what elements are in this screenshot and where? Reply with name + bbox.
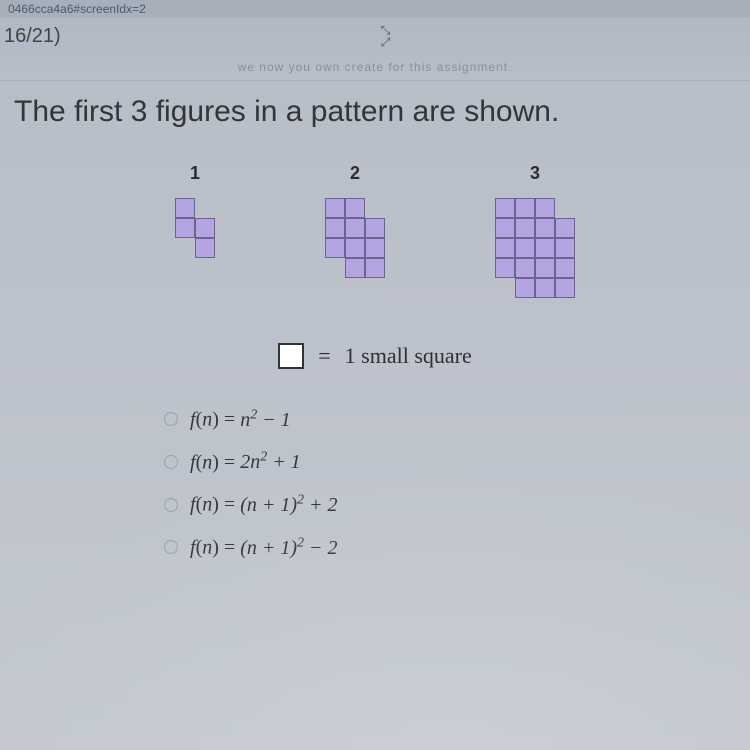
truncated-banner: we now you own create for this assignmen… [0,58,750,81]
grid-cell [555,278,575,298]
radio-icon[interactable] [164,455,178,469]
grid-cell [345,258,365,278]
grid-cell [515,198,535,218]
grid-cell [535,218,555,238]
legend-square-icon [278,343,304,369]
grid-cell [365,238,385,258]
answer-options: f(n) = n2 − 1 f(n) = 2n2 + 1 f(n) = (n +… [14,407,736,560]
grid-cell [555,258,575,278]
grid-cell [535,238,555,258]
grid-cell [175,198,195,218]
grid-cell [195,218,215,238]
expand-icon[interactable]: ⤡⤢ [381,24,393,48]
grid-cell [325,218,345,238]
radio-icon[interactable] [164,412,178,426]
question-content: The first 3 figures in a pattern are sho… [0,95,750,560]
grid-cell [535,258,555,278]
grid-cell [345,238,365,258]
grid-spacer [195,198,215,218]
radio-icon[interactable] [164,540,178,554]
figure-3-grid [495,198,575,298]
figure-1: 1 [175,163,215,303]
topbar: 16/21) ⤡⤢ [0,18,750,58]
grid-cell [515,218,535,238]
grid-cell [345,218,365,238]
figure-1-grid [175,198,215,258]
grid-spacer [555,198,575,218]
grid-cell [555,238,575,258]
option-a-formula: f(n) = n2 − 1 [190,407,291,432]
grid-cell [515,278,535,298]
grid-cell [535,278,555,298]
figure-3: 3 [495,163,575,303]
grid-cell [495,258,515,278]
figure-2: 2 [325,163,385,303]
grid-cell [515,238,535,258]
browser-url-fragment: 0466cca4a6#screenIdx=2 [0,0,750,18]
grid-cell [495,218,515,238]
grid-cell [555,218,575,238]
grid-cell [515,258,535,278]
grid-spacer [495,278,515,298]
figure-3-label: 3 [495,163,575,184]
option-b-formula: f(n) = 2n2 + 1 [190,450,301,475]
legend: = 1 small square [14,343,736,369]
figure-2-label: 2 [325,163,385,184]
figure-2-grid [325,198,385,278]
grid-cell [365,258,385,278]
grid-cell [535,198,555,218]
legend-text: 1 small square [345,343,472,369]
figures-row: 1 2 3 [14,163,736,303]
option-c-formula: f(n) = (n + 1)2 + 2 [190,492,338,517]
grid-spacer [175,238,195,258]
option-d-formula: f(n) = (n + 1)2 − 2 [190,535,338,560]
grid-cell [175,218,195,238]
progress-counter: 16/21) [0,25,61,48]
option-d[interactable]: f(n) = (n + 1)2 − 2 [164,535,736,560]
figure-1-label: 1 [175,163,215,184]
legend-equals: = [318,343,330,369]
grid-cell [495,198,515,218]
option-c[interactable]: f(n) = (n + 1)2 + 2 [164,492,736,517]
grid-cell [345,198,365,218]
question-text: The first 3 figures in a pattern are sho… [14,95,736,129]
grid-spacer [365,198,385,218]
radio-icon[interactable] [164,498,178,512]
grid-cell [495,238,515,258]
option-a[interactable]: f(n) = n2 − 1 [164,407,736,432]
grid-cell [365,218,385,238]
grid-cell [325,198,345,218]
grid-cell [325,238,345,258]
option-b[interactable]: f(n) = 2n2 + 1 [164,450,736,475]
grid-spacer [325,258,345,278]
grid-cell [195,238,215,258]
